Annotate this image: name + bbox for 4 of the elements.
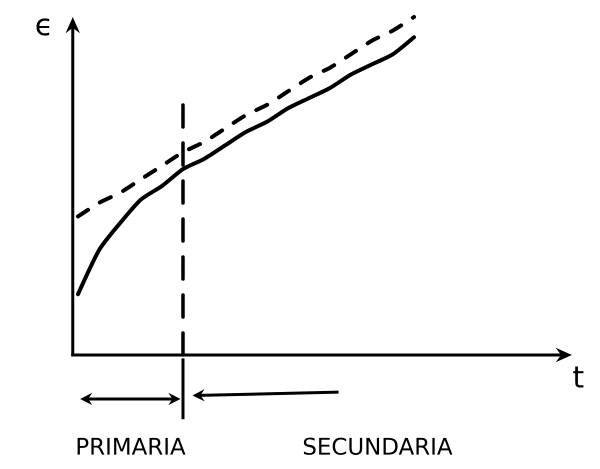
text: SECUNDARIA: [304, 438, 452, 455]
text: PRIMARIA: [78, 438, 186, 455]
y-axis-title: ϵ: [36, 18, 50, 36]
x-axis-title: t: [573, 366, 584, 388]
